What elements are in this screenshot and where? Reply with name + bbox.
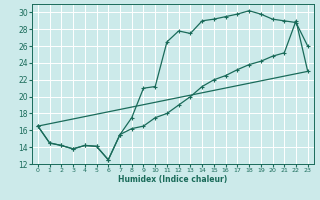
X-axis label: Humidex (Indice chaleur): Humidex (Indice chaleur) — [118, 175, 228, 184]
